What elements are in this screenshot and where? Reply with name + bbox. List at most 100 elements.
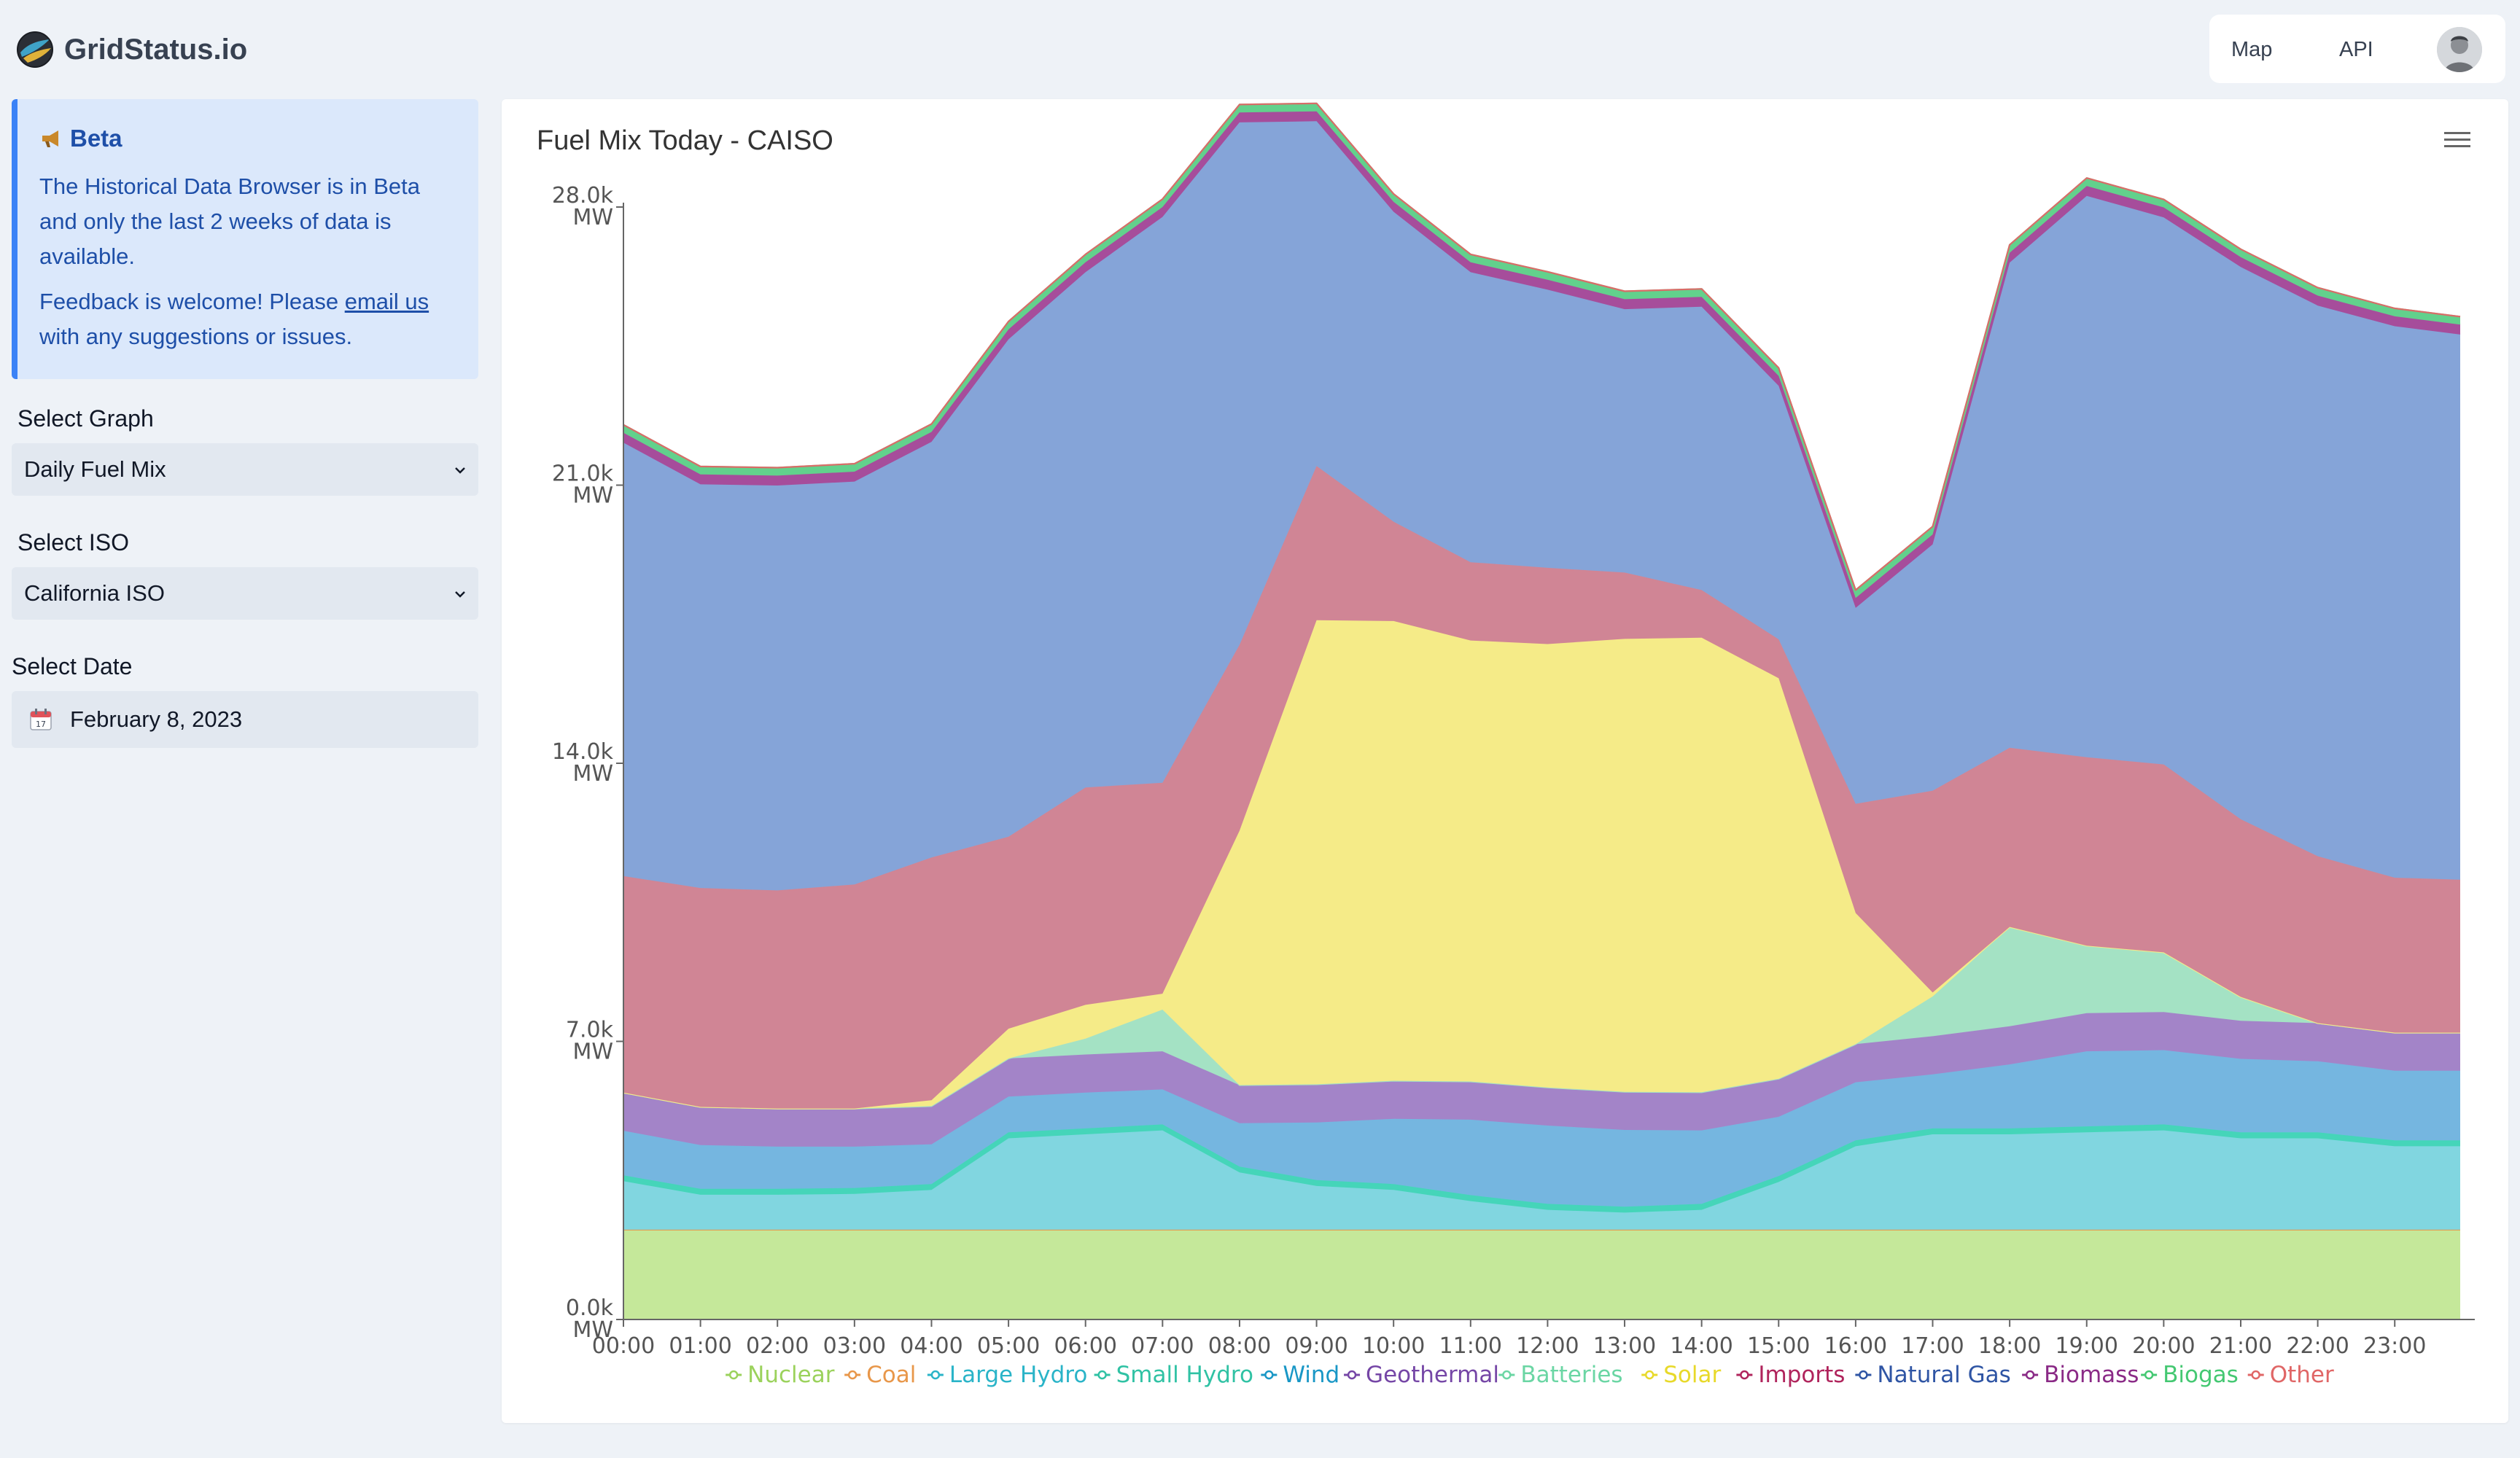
app-name: GridStatus.io bbox=[64, 33, 248, 66]
x-tick-label: 11:00 bbox=[1439, 1333, 1502, 1359]
x-tick-label: 23:00 bbox=[2363, 1333, 2426, 1359]
y-tick-unit: MW bbox=[572, 1040, 613, 1065]
x-tick-label: 02:00 bbox=[746, 1333, 809, 1359]
calendar-icon: 17 bbox=[30, 709, 52, 730]
x-tick-label: 15:00 bbox=[1747, 1333, 1810, 1359]
select-date-label: Select Date bbox=[12, 653, 133, 679]
y-tick-label: 28.0k bbox=[552, 183, 614, 208]
legend-marker bbox=[2144, 1370, 2154, 1380]
legend-label: Natural Gas bbox=[1877, 1362, 2010, 1388]
y-tick-unit: MW bbox=[572, 1317, 613, 1343]
iso-select[interactable]: California ISO bbox=[12, 567, 478, 620]
legend-marker bbox=[930, 1370, 941, 1380]
legend-label: Imports bbox=[1758, 1362, 1845, 1388]
area-wind[interactable] bbox=[623, 1050, 2460, 1207]
globe-logo-icon bbox=[17, 31, 53, 68]
y-tick-unit: MW bbox=[572, 205, 613, 230]
legend-label: Biomass bbox=[2044, 1362, 2139, 1388]
legend-label: Other bbox=[2270, 1362, 2334, 1388]
beta-title-row: Beta bbox=[39, 124, 456, 153]
svg-text:17: 17 bbox=[36, 720, 46, 729]
x-tick-label: 06:00 bbox=[1054, 1333, 1116, 1359]
y-tick-label: 7.0k bbox=[566, 1018, 614, 1043]
chevron-down-icon bbox=[455, 467, 465, 474]
legend-marker bbox=[2251, 1370, 2260, 1380]
legend-label: Small Hydro bbox=[1116, 1362, 1253, 1388]
x-tick-label: 14:00 bbox=[1670, 1333, 1732, 1359]
legend-marker bbox=[1097, 1370, 1107, 1380]
area-solar[interactable] bbox=[623, 620, 2460, 1109]
nav-link-api[interactable]: API bbox=[2339, 38, 2373, 61]
legend-item-wind[interactable]: Wind bbox=[1261, 1362, 1339, 1388]
top-nav: Map API bbox=[2209, 15, 2505, 83]
x-tick-label: 09:00 bbox=[1285, 1333, 1348, 1359]
area-small-hydro[interactable] bbox=[623, 1124, 2460, 1213]
legend-label: Large Hydro bbox=[949, 1362, 1087, 1388]
legend-item-coal[interactable]: Coal bbox=[844, 1362, 916, 1388]
beta-feedback: Feedback is welcome! Please email us wit… bbox=[39, 284, 456, 354]
email-us-link[interactable]: email us bbox=[344, 289, 429, 314]
area-biomass[interactable] bbox=[623, 111, 2460, 608]
x-tick-label: 13:00 bbox=[1593, 1333, 1656, 1359]
legend-marker bbox=[1859, 1370, 1868, 1380]
y-tick-unit: MW bbox=[572, 483, 613, 509]
x-tick-label: 18:00 bbox=[1978, 1333, 2041, 1359]
legend-label: Wind bbox=[1283, 1362, 1339, 1388]
hamburger-menu-icon[interactable] bbox=[2443, 128, 2472, 152]
graph-select-value: Daily Fuel Mix bbox=[24, 456, 166, 482]
chevron-down-icon bbox=[455, 591, 465, 598]
chart-card: Fuel Mix Today - CAISO 0.0k MW 7.0k MW 14.0k… bbox=[502, 99, 2508, 1423]
feedback-text-end: with any suggestions or issues. bbox=[39, 324, 353, 349]
x-tick-label: 01:00 bbox=[669, 1333, 731, 1359]
logo[interactable]: GridStatus.io bbox=[16, 29, 247, 70]
legend-marker bbox=[1264, 1370, 1274, 1380]
x-tick-label: 21:00 bbox=[2209, 1333, 2272, 1359]
legend-item-other[interactable]: Other bbox=[2247, 1362, 2334, 1388]
legend-item-solar[interactable]: Solar bbox=[1641, 1362, 1721, 1388]
user-avatar[interactable] bbox=[2437, 27, 2482, 72]
legend-label: Biogas bbox=[2163, 1362, 2239, 1388]
legend-item-biogas[interactable]: Biogas bbox=[2141, 1362, 2239, 1388]
x-tick-label: 08:00 bbox=[1208, 1333, 1271, 1359]
legend-item-biomass[interactable]: Biomass bbox=[2022, 1362, 2139, 1388]
legend-label: Geothermal bbox=[1366, 1362, 1499, 1388]
x-tick-label: 19:00 bbox=[2056, 1333, 2118, 1359]
legend-item-nuclear[interactable]: Nuclear bbox=[726, 1362, 835, 1388]
legend-label: Solar bbox=[1663, 1362, 1721, 1388]
area-large-hydro[interactable] bbox=[623, 1130, 2460, 1230]
graph-select[interactable]: Daily Fuel Mix bbox=[12, 443, 478, 496]
legend-marker bbox=[1347, 1370, 1357, 1380]
legend-item-natural-gas[interactable]: Natural Gas bbox=[1855, 1362, 2011, 1388]
x-tick-label: 05:00 bbox=[977, 1333, 1040, 1359]
nav-link-map[interactable]: Map bbox=[2231, 38, 2273, 61]
area-natural-gas[interactable] bbox=[623, 121, 2460, 891]
line-other bbox=[623, 102, 2461, 591]
legend-item-batteries[interactable]: Batteries bbox=[1498, 1362, 1623, 1388]
legend-marker bbox=[1740, 1370, 1749, 1380]
beta-title: Beta bbox=[70, 125, 122, 152]
iso-select-value: California ISO bbox=[24, 580, 165, 606]
x-tick-label: 16:00 bbox=[1824, 1333, 1887, 1359]
y-tick-label: 21.0k bbox=[552, 461, 614, 487]
x-tick-label: 22:00 bbox=[2286, 1333, 2349, 1359]
legend-item-geothermal[interactable]: Geothermal bbox=[1344, 1362, 1499, 1388]
y-tick-label: 14.0k bbox=[552, 739, 614, 765]
x-tick-label: 12:00 bbox=[1516, 1333, 1579, 1359]
legend-item-large-hydro[interactable]: Large Hydro bbox=[927, 1362, 1087, 1388]
legend-marker bbox=[1644, 1370, 1654, 1380]
legend-marker bbox=[1502, 1370, 1512, 1380]
area-biogas[interactable] bbox=[623, 103, 2460, 599]
area-nuclear[interactable] bbox=[623, 1229, 2460, 1319]
megaphone-icon bbox=[42, 130, 58, 147]
legend-item-imports[interactable]: Imports bbox=[1736, 1362, 1845, 1388]
area-batteries[interactable] bbox=[623, 927, 2460, 1109]
date-input[interactable]: 17 February 8, 2023 bbox=[12, 691, 478, 748]
legend-item-small-hydro[interactable]: Small Hydro bbox=[1094, 1362, 1253, 1388]
chart-legend: Nuclear Coal Large Hydro Small Hydro Wind Geo… bbox=[726, 1362, 2334, 1388]
area-geothermal[interactable] bbox=[623, 1012, 2460, 1147]
legend-label: Batteries bbox=[1520, 1362, 1622, 1388]
area-imports[interactable] bbox=[623, 466, 2460, 1109]
legend-label: Coal bbox=[866, 1362, 916, 1388]
x-tick-label: 00:00 bbox=[592, 1333, 655, 1359]
